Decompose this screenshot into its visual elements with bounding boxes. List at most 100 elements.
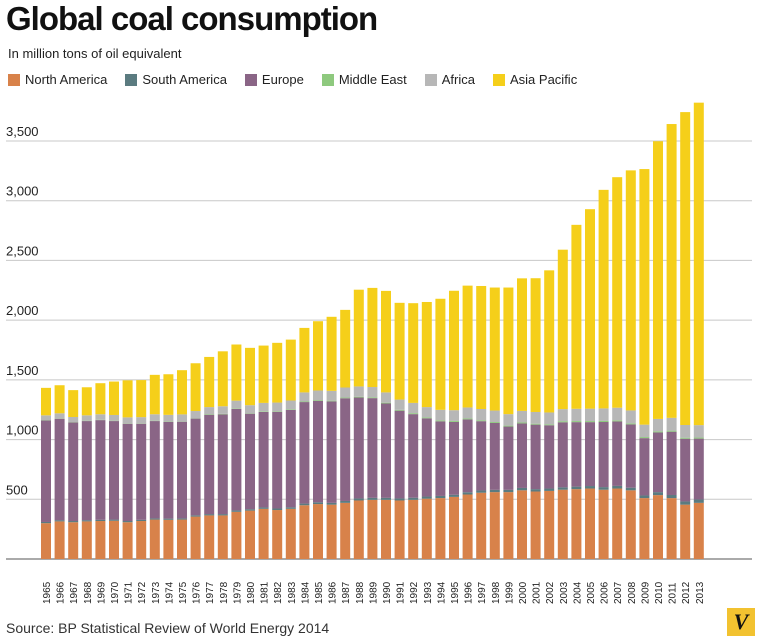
bar-segment [489, 287, 500, 411]
legend-label: Africa [441, 72, 475, 87]
bar-segment [639, 424, 650, 438]
legend-item: Asia Pacific [493, 72, 577, 87]
bar-segment [639, 169, 650, 425]
x-tick-label: 1987 [341, 581, 352, 604]
legend-label: North America [25, 72, 108, 87]
bar-segment [231, 344, 242, 401]
x-tick-label: 1965 [42, 581, 53, 604]
chart-subtitle: In million tons of oil equivalent [8, 46, 182, 61]
bar-segment [653, 432, 663, 493]
bar-segment [517, 422, 527, 424]
y-tick-label: 1,500 [6, 363, 39, 378]
bar-segment [245, 413, 255, 510]
bar-segment [435, 421, 446, 496]
x-tick-label: 2007 [613, 581, 624, 604]
legend-item: South America [125, 72, 227, 87]
bar-segment [530, 278, 541, 412]
bar-segment [299, 401, 310, 403]
bar-segment [394, 498, 405, 501]
bar-segment [109, 421, 119, 520]
bar-segment [517, 278, 527, 411]
bar-segment [367, 287, 378, 388]
bar-segment [231, 510, 242, 512]
bar-segment [598, 189, 609, 409]
bar-segment [585, 486, 595, 489]
bar-segment [544, 425, 555, 489]
y-tick-label: 3,000 [6, 184, 39, 199]
x-tick-label: 1983 [287, 581, 298, 604]
bar-segment [190, 515, 201, 517]
bar-segment [272, 411, 283, 412]
bar-segment [462, 419, 473, 493]
bar-segment [217, 515, 228, 559]
bar-segment [653, 495, 663, 559]
x-tick-label: 1979 [232, 581, 243, 604]
bar-segment [285, 508, 296, 559]
bar-segment [612, 485, 623, 489]
bar-segment [666, 498, 677, 559]
bar-segment [190, 418, 201, 516]
bar-segment [571, 489, 582, 559]
bar-segment [503, 287, 514, 415]
bar-segment [462, 407, 473, 419]
bar-segment [449, 420, 459, 422]
bar-segment [449, 496, 459, 559]
x-tick-label: 2005 [586, 581, 597, 604]
bar-segment [598, 487, 609, 490]
bar-segment [231, 408, 242, 511]
bar-segment [625, 423, 636, 425]
bar-segment [381, 402, 391, 404]
bar-segment [557, 487, 568, 490]
bar-segment [81, 415, 92, 421]
source-note: Source: BP Statistical Review of World E… [6, 620, 330, 636]
bar-segment [639, 438, 650, 496]
bar-segment [41, 387, 51, 416]
bar-segment [204, 407, 215, 415]
bar-segment [122, 380, 133, 418]
bar-segment [571, 408, 582, 422]
bar-segment [585, 421, 595, 423]
bar-segment [585, 209, 595, 409]
bar-segment [204, 356, 215, 408]
bar-segment [408, 497, 419, 500]
bar-segment [272, 510, 283, 559]
bar-segment [544, 488, 555, 491]
bar-segment [571, 224, 582, 409]
x-tick-label: 1996 [464, 581, 475, 604]
bar-segment [258, 507, 269, 509]
bar-segment [326, 400, 337, 402]
bar-segment [435, 498, 446, 559]
bar-segment [544, 270, 555, 413]
bar-segment [272, 342, 283, 403]
bar-segment [612, 420, 623, 422]
bar-segment [435, 409, 446, 421]
x-tick-label: 1972 [137, 581, 148, 604]
bar-segment [353, 498, 364, 501]
bar-segment [326, 316, 337, 391]
bar-segment [245, 510, 255, 559]
bar-segment [353, 386, 364, 397]
bar-segment [313, 400, 323, 401]
bar-segment [326, 502, 337, 505]
bar-segment [693, 437, 704, 439]
bar-segment [625, 487, 636, 491]
bar-segment [476, 421, 487, 491]
bar-segment [693, 499, 704, 503]
x-tick-label: 1966 [56, 581, 67, 604]
x-tick-label: 1997 [477, 581, 488, 604]
bar-segment [435, 420, 446, 422]
bar-segment [557, 409, 568, 422]
bar-segment [367, 397, 378, 399]
x-tick-label: 1976 [192, 581, 203, 604]
bar-segment [394, 302, 405, 400]
x-tick-label: 1989 [368, 581, 379, 604]
bar-segment [517, 490, 527, 559]
bar-segment [245, 405, 255, 414]
bar-segment [530, 489, 541, 492]
bar-segment [95, 414, 106, 420]
bar-segment [693, 425, 704, 438]
bar-segment [190, 516, 201, 559]
bar-segment [666, 431, 677, 495]
x-tick-label: 1990 [382, 581, 393, 604]
x-tick-label: 1980 [246, 581, 257, 604]
